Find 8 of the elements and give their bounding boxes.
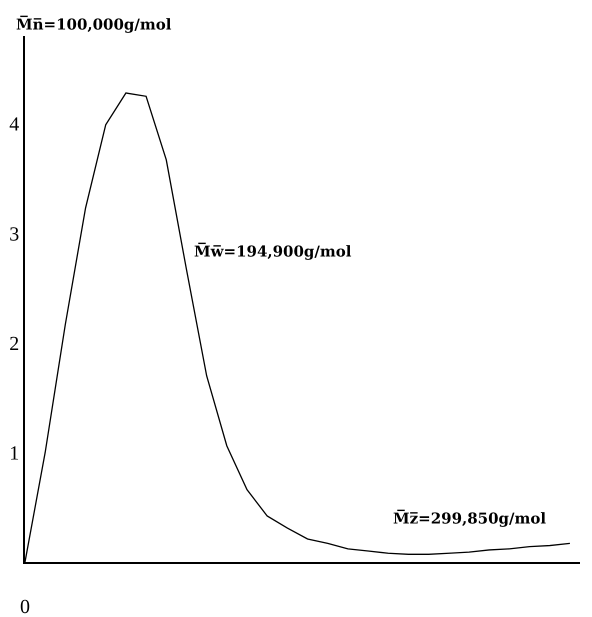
annotation: M̅z̅=299,850g/mol	[393, 509, 546, 528]
text: 0	[20, 596, 30, 617]
text: M̅n̅=100,000g/mol	[16, 15, 172, 34]
y-tick-label: 3	[9, 223, 20, 246]
annotation: M̅w̅=194,900g/mol	[194, 242, 352, 261]
y-tick-label: 4	[9, 114, 20, 136]
y-tick-label: 2	[9, 332, 20, 355]
y-tick-label: 1	[9, 442, 20, 464]
